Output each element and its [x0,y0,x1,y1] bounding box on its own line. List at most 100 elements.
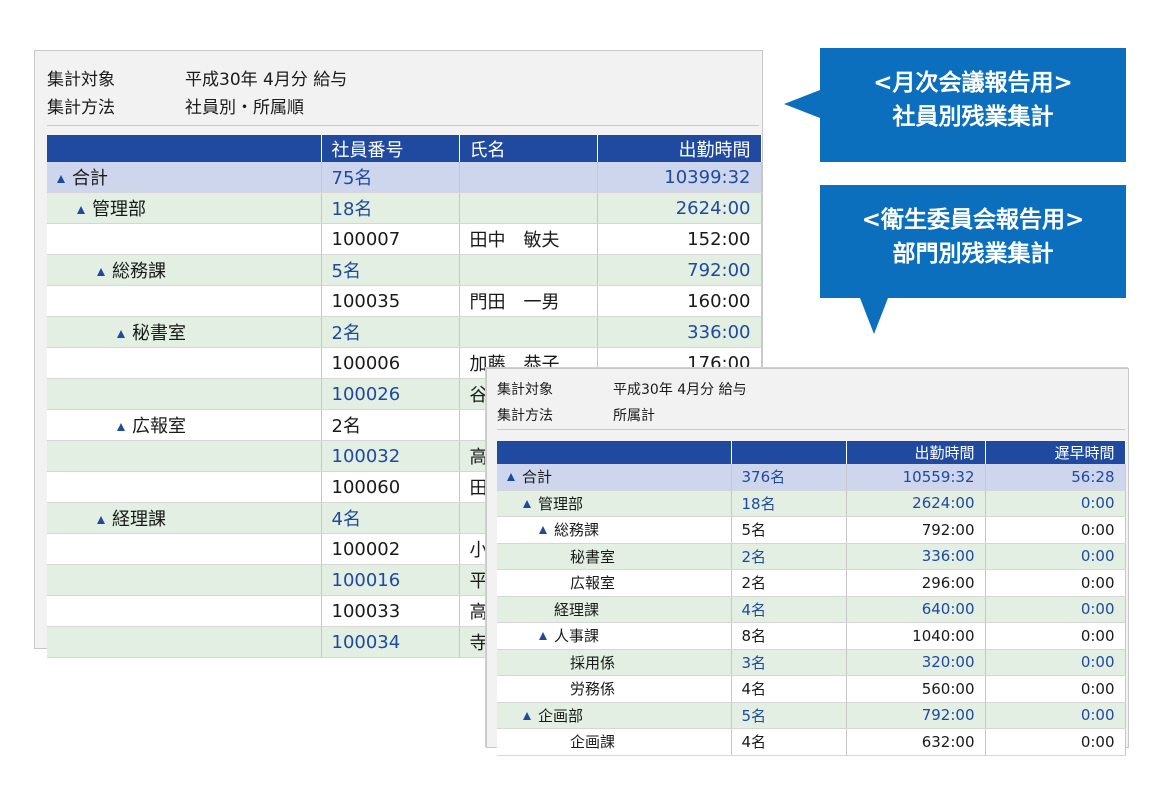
table-cell: 10559:32 [846,464,986,491]
column-header[interactable] [731,441,847,464]
expand-toggle-icon[interactable] [77,206,85,214]
tree-cell[interactable]: 管理部 [497,490,732,517]
table-row[interactable]: 労務係 4名 560:00 0:00 [497,675,1126,703]
table-row[interactable]: 合計 75名 10399:32 [47,162,762,193]
tree-cell[interactable]: 経理課 [47,502,322,534]
tree-cell[interactable] [47,471,322,503]
table-row[interactable]: 管理部 18名 2624:00 [47,192,762,224]
table-cell: 100007 [321,223,460,255]
table-cell: 296:00 [846,569,986,597]
tree-cell[interactable] [47,533,322,565]
tree-cell[interactable]: 人事課 [497,622,732,650]
method-value: 所属計 [613,408,655,424]
tree-cell[interactable] [47,223,322,255]
table-row[interactable]: 合計 376名 10559:32 56:28 [497,464,1126,491]
table-row[interactable]: 広報室 2名 296:00 0:00 [497,569,1126,597]
tree-cell[interactable] [47,626,322,658]
table-cell: 田中 敏夫 [459,223,598,255]
table-cell: 5名 [321,254,460,286]
column-header[interactable]: 出勤時間 [846,441,986,464]
table-row[interactable]: 人事課 8名 1040:00 0:00 [497,622,1126,650]
tree-cell[interactable] [47,285,322,317]
divider [47,125,759,126]
table-cell: 4名 [731,728,847,756]
tree-cell[interactable]: 総務課 [497,516,732,544]
tree-cell[interactable] [47,595,322,627]
expand-toggle-icon[interactable] [523,711,531,720]
group-name: 広報室 [570,574,616,593]
expand-toggle-icon[interactable] [117,330,125,338]
table-row[interactable]: 総務課 5名 792:00 [47,254,762,286]
callout-subtitle: 部門別残業集計 [892,241,1054,267]
expand-toggle-icon[interactable] [97,268,105,276]
expand-toggle-icon[interactable] [117,423,125,431]
expand-toggle-icon[interactable] [507,473,515,482]
group-name: 労務係 [570,680,616,699]
table-row[interactable]: 秘書室 2名 336:00 [47,316,762,348]
group-name: 秘書室 [570,547,616,566]
group-name: 合計 [72,168,108,189]
column-header[interactable]: 社員番号 [321,135,460,162]
tree-cell[interactable]: 経理課 [497,596,732,623]
table-row[interactable]: 総務課 5名 792:00 0:00 [497,516,1126,544]
tree-cell[interactable]: 合計 [47,162,322,193]
tree-cell[interactable]: 広報室 [47,409,322,441]
group-name: 企画課 [570,733,616,752]
tree-cell[interactable]: 秘書室 [497,543,732,570]
tree-cell[interactable]: 合計 [497,464,732,491]
table-cell: 0:00 [985,702,1126,729]
group-name: 管理部 [538,494,584,513]
callout-title: <衛生委員会報告用> [861,207,1085,233]
table-row[interactable]: 企画課 4名 632:00 0:00 [497,728,1126,756]
tree-cell[interactable]: 採用係 [497,649,732,676]
tree-cell[interactable] [47,440,322,472]
table-cell: 2名 [731,569,847,597]
department-table: 出勤時間 遅早時間 合計 376名 10559:32 56:28 管理部 18名 2624:0… [497,441,1126,756]
expand-toggle-icon[interactable] [523,499,531,508]
group-name: 採用係 [570,653,616,672]
table-row[interactable]: 100035 門田 一男 160:00 [47,285,762,317]
table-cell: 18名 [321,192,460,224]
column-header[interactable] [47,135,322,162]
column-header[interactable]: 氏名 [459,135,598,162]
table-row[interactable]: 採用係 3名 320:00 0:00 [497,649,1126,676]
expand-toggle-icon[interactable] [539,526,547,535]
table-cell: 100060 [321,471,460,503]
tree-cell[interactable]: 総務課 [47,254,322,286]
table-header: 社員番号 氏名 出勤時間 [47,135,762,162]
group-name: 総務課 [554,521,600,540]
table-header: 出勤時間 遅早時間 [497,441,1126,464]
table-cell: 3名 [731,649,847,676]
column-header[interactable] [497,441,732,464]
group-name: 人事課 [554,627,600,646]
tree-cell[interactable]: 管理部 [47,192,322,224]
tree-cell[interactable] [47,378,322,410]
table-row[interactable]: 100007 田中 敏夫 152:00 [47,223,762,255]
tree-cell[interactable]: 広報室 [497,569,732,597]
expand-toggle-icon[interactable] [539,632,547,641]
table-row[interactable]: 管理部 18名 2624:00 0:00 [497,490,1126,517]
table-cell: 2名 [731,543,847,570]
table-cell: 2624:00 [846,490,986,517]
column-header[interactable]: 出勤時間 [597,135,762,162]
tree-cell[interactable]: 労務係 [497,675,732,703]
tree-cell[interactable]: 企画部 [497,702,732,729]
table-row[interactable]: 経理課 4名 640:00 0:00 [497,596,1126,623]
method-label: 集計方法 [47,98,115,118]
table-cell: 2名 [321,409,460,441]
table-row[interactable]: 企画部 5名 792:00 0:00 [497,702,1126,729]
tree-cell[interactable]: 企画課 [497,728,732,756]
table-cell: 100033 [321,595,460,627]
table-cell: 75名 [321,162,460,193]
tree-cell[interactable] [47,347,322,379]
tree-cell[interactable]: 秘書室 [47,316,322,348]
column-header[interactable]: 遅早時間 [985,441,1126,464]
expand-toggle-icon[interactable] [57,175,65,183]
group-name: 管理部 [92,199,146,220]
group-name: 総務課 [112,261,166,282]
table-row[interactable]: 秘書室 2名 336:00 0:00 [497,543,1126,570]
table-cell: 792:00 [597,254,762,286]
tree-cell[interactable] [47,564,322,596]
expand-toggle-icon[interactable] [97,516,105,524]
table-cell: 2名 [321,316,460,348]
